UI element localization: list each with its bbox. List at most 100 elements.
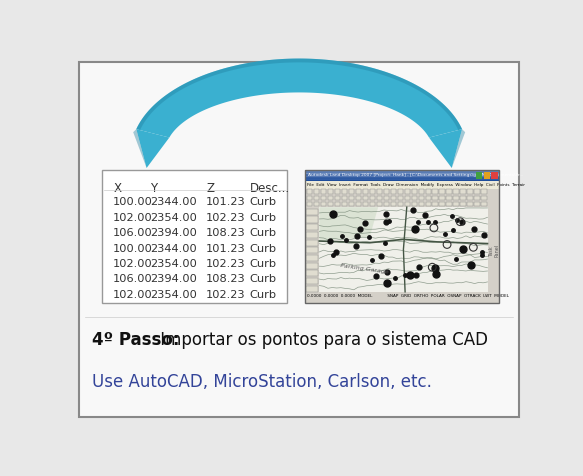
Bar xyxy=(447,190,452,195)
Bar xyxy=(306,271,318,277)
Bar xyxy=(454,196,459,201)
Bar xyxy=(475,190,480,195)
Text: Parking Garage: Parking Garage xyxy=(339,263,388,275)
Bar xyxy=(321,202,326,207)
Text: Y: Y xyxy=(150,182,157,195)
Bar xyxy=(342,196,347,201)
Bar xyxy=(384,190,389,195)
Text: 102.00: 102.00 xyxy=(113,289,153,299)
Text: 100.00: 100.00 xyxy=(113,243,153,253)
Text: Autodesk Land Desktop 2007 [Project: Hank] - [C:\Documents and Settings\gig\My D: Autodesk Land Desktop 2007 [Project: Han… xyxy=(308,172,523,177)
Text: 2394.00: 2394.00 xyxy=(150,228,197,238)
Bar xyxy=(398,196,403,201)
Bar xyxy=(419,196,424,201)
Bar xyxy=(484,172,490,180)
Bar xyxy=(482,202,487,207)
Bar xyxy=(305,171,499,182)
Text: Curb: Curb xyxy=(250,258,277,268)
Text: Curb: Curb xyxy=(250,212,277,222)
Bar xyxy=(447,202,452,207)
Bar xyxy=(377,202,382,207)
Bar xyxy=(349,190,354,195)
Bar xyxy=(370,202,375,207)
Bar xyxy=(461,196,466,201)
Bar xyxy=(356,190,361,195)
Text: Curb: Curb xyxy=(250,228,277,238)
Bar xyxy=(433,190,438,195)
Bar xyxy=(405,190,410,195)
Text: 4º Passo:: 4º Passo: xyxy=(92,330,180,348)
Bar xyxy=(398,202,403,207)
Text: Curb: Curb xyxy=(250,289,277,299)
Bar xyxy=(305,201,499,208)
Bar xyxy=(307,196,312,201)
Text: Importar os pontos para o sistema CAD: Importar os pontos para o sistema CAD xyxy=(155,330,488,348)
Text: 102.23: 102.23 xyxy=(206,289,246,299)
Bar xyxy=(363,196,368,201)
Bar xyxy=(328,196,333,201)
Bar xyxy=(370,190,375,195)
Bar xyxy=(461,190,466,195)
Bar xyxy=(328,202,333,207)
Bar xyxy=(314,202,319,207)
Bar xyxy=(468,202,473,207)
Bar xyxy=(419,202,424,207)
Bar xyxy=(305,196,499,201)
Bar xyxy=(306,248,318,254)
Text: Use AutoCAD, MicroStation, Carlson, etc.: Use AutoCAD, MicroStation, Carlson, etc. xyxy=(92,372,432,390)
Text: 101.23: 101.23 xyxy=(206,197,246,207)
Bar xyxy=(419,190,424,195)
Bar xyxy=(412,196,417,201)
Bar xyxy=(412,190,417,195)
Bar xyxy=(426,196,431,201)
Bar xyxy=(305,189,499,196)
Bar xyxy=(433,202,438,207)
Bar xyxy=(377,196,382,201)
Text: 2344.00: 2344.00 xyxy=(150,243,197,253)
Bar xyxy=(487,208,499,292)
Bar xyxy=(349,202,354,207)
Polygon shape xyxy=(429,130,462,169)
Bar xyxy=(306,240,318,246)
Text: X: X xyxy=(113,182,121,195)
Bar xyxy=(363,190,368,195)
Bar xyxy=(305,208,319,292)
Polygon shape xyxy=(319,208,378,241)
Bar xyxy=(103,171,287,303)
Text: 102.00: 102.00 xyxy=(113,258,153,268)
Text: 2344.00: 2344.00 xyxy=(150,197,197,207)
Bar xyxy=(440,190,445,195)
Bar xyxy=(405,196,410,201)
Bar xyxy=(306,225,318,231)
Text: 102.23: 102.23 xyxy=(206,212,246,222)
Bar xyxy=(426,190,431,195)
Bar xyxy=(482,196,487,201)
Bar xyxy=(306,255,318,261)
Bar xyxy=(307,202,312,207)
Bar xyxy=(405,202,410,207)
Bar xyxy=(306,286,318,292)
Text: File  Edit  View  Insert  Format  Tools  Draw  Dimension  Modify  Express  Windo: File Edit View Insert Format Tools Draw … xyxy=(307,182,568,187)
Bar xyxy=(342,190,347,195)
Bar xyxy=(491,172,497,180)
Bar xyxy=(426,202,431,207)
Bar xyxy=(307,190,312,195)
Bar xyxy=(398,190,403,195)
Bar xyxy=(461,202,466,207)
Text: 0.0000  0.0000  0.0000  MODEL            SNAP  GRID  ORTHO  POLAR  OSNAP  OTRACK: 0.0000 0.0000 0.0000 MODEL SNAP GRID ORT… xyxy=(307,294,509,298)
Text: Desc...: Desc... xyxy=(250,182,290,195)
Bar xyxy=(356,202,361,207)
Bar xyxy=(482,190,487,195)
Bar xyxy=(468,196,473,201)
Text: 106.00: 106.00 xyxy=(113,228,153,238)
Bar xyxy=(306,232,318,238)
Bar xyxy=(433,196,438,201)
Bar xyxy=(321,196,326,201)
Polygon shape xyxy=(136,60,462,138)
Polygon shape xyxy=(452,130,465,169)
Bar xyxy=(412,202,417,207)
Bar xyxy=(363,202,368,207)
Bar xyxy=(314,190,319,195)
Bar xyxy=(440,196,445,201)
Bar xyxy=(475,202,480,207)
